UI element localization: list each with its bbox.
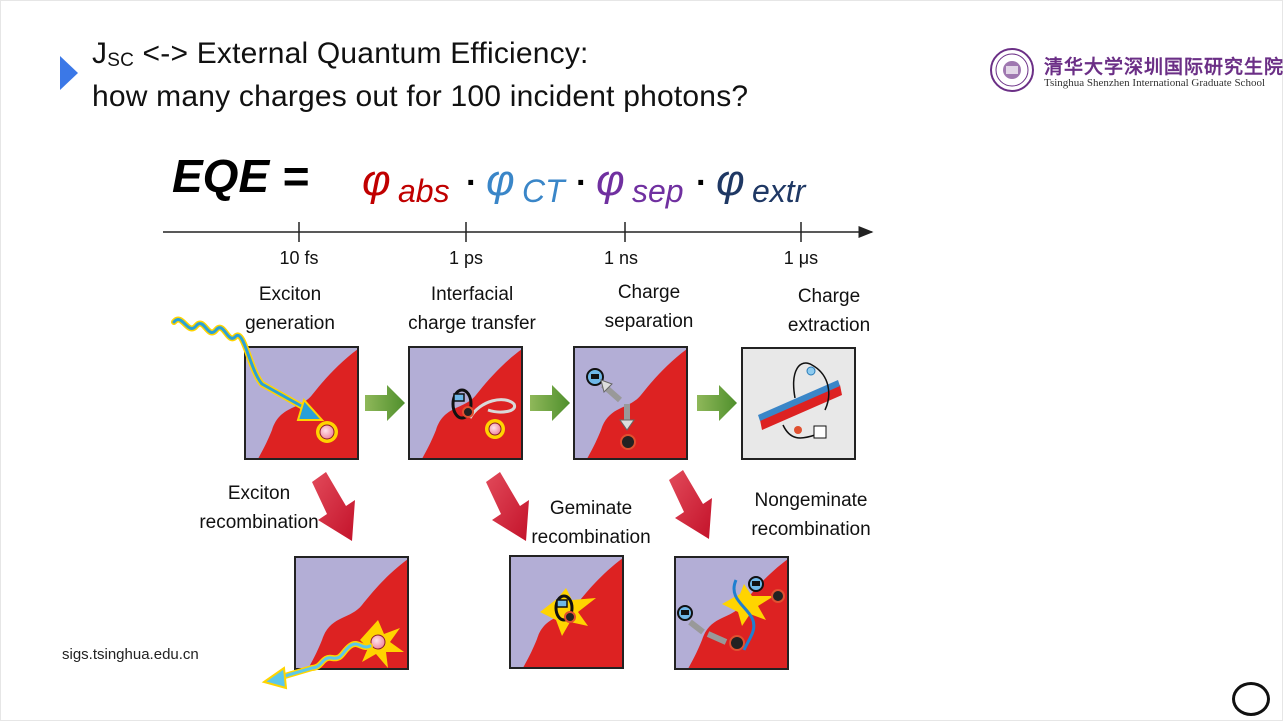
tsinghua-seal-icon	[990, 48, 1034, 92]
phi-extr-subscript: extr	[752, 173, 807, 209]
phi-abs-symbol: φ	[362, 156, 391, 205]
eqe-lhs: EQE =	[172, 150, 309, 202]
panel-charge-separation	[573, 346, 688, 460]
eqe-factor-extr: φ extr	[716, 156, 807, 209]
stage-label-separation-1: Charge	[618, 282, 680, 303]
loss-label-exciton-2: recombination	[199, 512, 318, 533]
phi-ct-subscript: CT	[522, 173, 567, 209]
loss-label-nongeminate-1: Nongeminate	[754, 490, 867, 511]
phi-abs-subscript: abs	[398, 173, 450, 209]
photon-wave-out	[261, 641, 373, 690]
phi-sep-subscript: sep	[632, 173, 684, 209]
panel-charge-transfer	[408, 346, 523, 460]
stage-label-exciton-generation-2: generation	[245, 313, 335, 334]
circle-icon	[1232, 682, 1270, 716]
phi-extr-symbol: φ	[716, 156, 745, 205]
panel-nongeminate-recombination	[674, 556, 789, 670]
panel-charge-extraction	[741, 347, 856, 460]
tick-label-1ns: 1 ns	[604, 248, 638, 268]
green-arrow-3	[697, 385, 737, 421]
electron-icon	[453, 393, 465, 402]
logo-english-name: Tsinghua Shenzhen International Graduate…	[1044, 77, 1265, 89]
stage-label-extraction-1: Charge	[798, 286, 860, 307]
stage-label-extraction-2: extraction	[788, 315, 870, 336]
red-arrow-nongeminate-loss	[669, 470, 712, 539]
eqe-factor-sep: φ sep	[596, 156, 684, 209]
exciton-icon	[316, 421, 338, 443]
website-url: sigs.tsinghua.edu.cn	[62, 646, 199, 663]
dot-1: ·	[466, 164, 477, 202]
tick-label-10fs: 10 fs	[279, 248, 318, 268]
loss-label-exciton-1: Exciton	[228, 483, 290, 504]
red-arrow-exciton-loss	[312, 472, 355, 541]
logo-chinese-name: 清华大学深圳国际研究生院	[1044, 56, 1283, 78]
stage-label-charge-transfer-2: charge transfer	[408, 313, 536, 334]
stage-label-separation-2: separation	[605, 311, 694, 332]
red-arrow-geminate-loss	[486, 472, 529, 541]
green-arrow-2	[530, 385, 570, 421]
stage-label-charge-transfer-1: Interfacial	[431, 284, 513, 305]
tick-label-1ps: 1 ps	[449, 248, 483, 268]
slide-title: JSC <-> External Quantum Efficiency: how…	[92, 36, 748, 115]
title-line-2: how many charges out for 100 incident ph…	[92, 80, 749, 113]
title-subscript: SC	[107, 50, 134, 71]
loss-label-geminate-1: Geminate	[550, 498, 632, 519]
photon-wave-in	[171, 316, 325, 421]
tick-label-1us: 1 μs	[784, 248, 818, 268]
hole-icon	[462, 406, 474, 418]
loss-label-geminate-2: recombination	[531, 527, 650, 548]
eqe-factor-abs: φ abs	[362, 156, 450, 209]
loss-label-nongeminate-2: recombination	[751, 519, 870, 540]
panel-exciton-recombination	[294, 556, 409, 670]
title-line-1: JSC <-> External Quantum Efficiency:	[92, 37, 589, 71]
green-arrow-1	[365, 385, 405, 421]
eqe-factor-ct: φ CT	[486, 156, 567, 209]
phi-ct-symbol: φ	[486, 156, 515, 205]
stage-label-exciton-generation-1: Exciton	[259, 284, 321, 305]
phi-sep-symbol: φ	[596, 156, 625, 205]
university-logo: 清华大学深圳国际研究生院 Tsinghua Shenzhen Internati…	[990, 46, 1283, 96]
dot-3: ·	[696, 164, 707, 202]
panel-geminate-recombination	[509, 555, 624, 669]
title-marker-triangle	[60, 56, 78, 90]
dot-2: ·	[576, 164, 587, 202]
